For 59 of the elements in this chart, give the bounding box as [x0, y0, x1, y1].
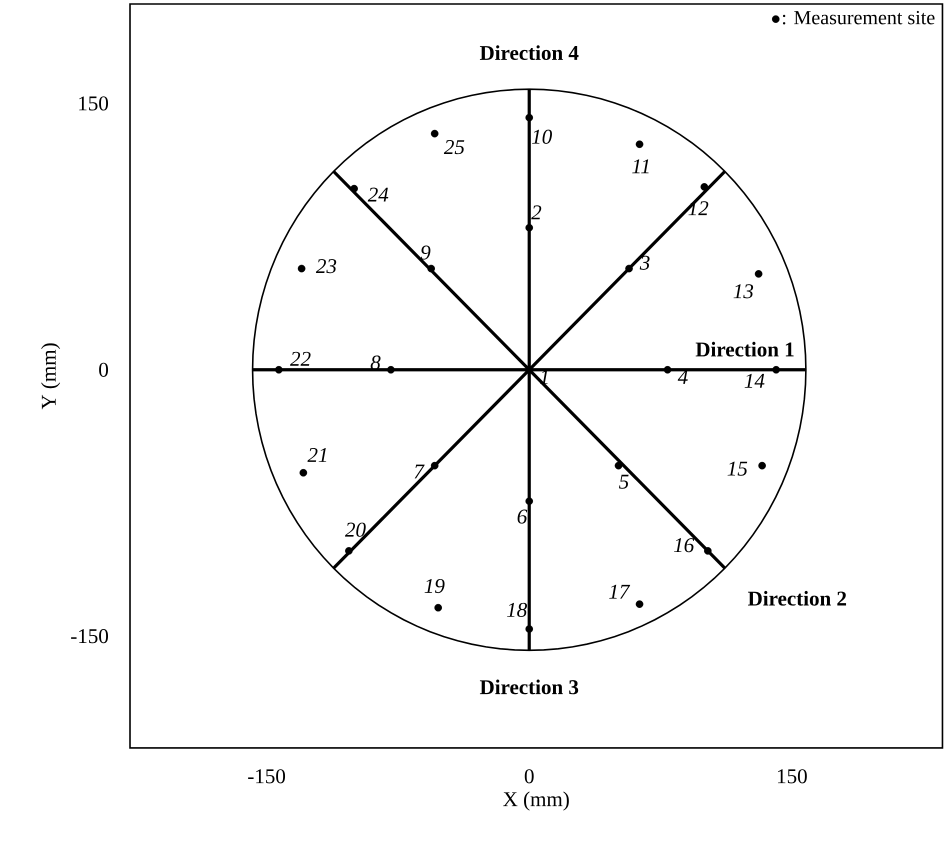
- point: [700, 183, 708, 191]
- point: [275, 366, 283, 374]
- point: [772, 366, 780, 374]
- annotation: 15: [728, 462, 748, 476]
- point: [625, 264, 633, 272]
- x-tick-label: -150: [248, 769, 286, 784]
- point: [350, 184, 358, 192]
- point: [758, 462, 766, 470]
- annotation: 10: [532, 130, 552, 144]
- point: [434, 604, 442, 612]
- annotation: 11: [632, 159, 649, 174]
- x-tick-label: 150: [778, 769, 807, 784]
- annotation: 22: [290, 352, 311, 366]
- point: [636, 140, 644, 148]
- legend-label: : Measurement site: [782, 10, 935, 24]
- point: [525, 114, 534, 122]
- annotation: 20: [344, 522, 366, 537]
- annotation: 7: [414, 464, 425, 478]
- point: [525, 224, 534, 232]
- point: [614, 462, 622, 470]
- x-tick-label: 0: [524, 769, 534, 784]
- point: [525, 625, 534, 633]
- x-axis-title: X (mm): [503, 792, 569, 811]
- point: [430, 462, 438, 470]
- point: [430, 130, 438, 138]
- y-tick-label: 150: [79, 96, 108, 111]
- point: [345, 547, 353, 555]
- annotation: 2: [531, 205, 542, 220]
- annotation: 5: [619, 474, 629, 489]
- annotation: 23: [316, 259, 336, 274]
- point: [754, 270, 762, 278]
- annotation: Direction 4: [480, 45, 579, 60]
- y-tick-label: 0: [99, 362, 108, 377]
- annotation: 19: [424, 578, 445, 594]
- point: [664, 366, 672, 374]
- point: [636, 600, 644, 608]
- point: [704, 547, 712, 555]
- annotation: 16: [674, 538, 694, 552]
- point: [525, 497, 534, 505]
- annotation: 9: [420, 246, 430, 260]
- annotation: 3: [640, 256, 650, 270]
- y-tick-label: -150: [71, 629, 108, 644]
- annotation: Direction 3: [480, 680, 578, 694]
- point: [300, 468, 308, 477]
- annotation: Direction 2: [748, 590, 846, 606]
- annotation: 14: [744, 374, 764, 388]
- annotation: 13: [734, 284, 754, 298]
- point: [387, 366, 395, 374]
- annotation: 25: [444, 140, 464, 154]
- annotation: 6: [518, 510, 528, 524]
- annotation: Direction 1: [696, 342, 794, 357]
- annotation: 17: [609, 584, 630, 599]
- point: [427, 264, 435, 272]
- annotation: 4: [678, 370, 688, 384]
- y-axis-title: Y (mm): [41, 343, 60, 410]
- annotation: 24: [368, 188, 388, 202]
- annotation: 18: [506, 602, 527, 618]
- annotation: 21: [307, 448, 326, 462]
- point: [298, 264, 306, 272]
